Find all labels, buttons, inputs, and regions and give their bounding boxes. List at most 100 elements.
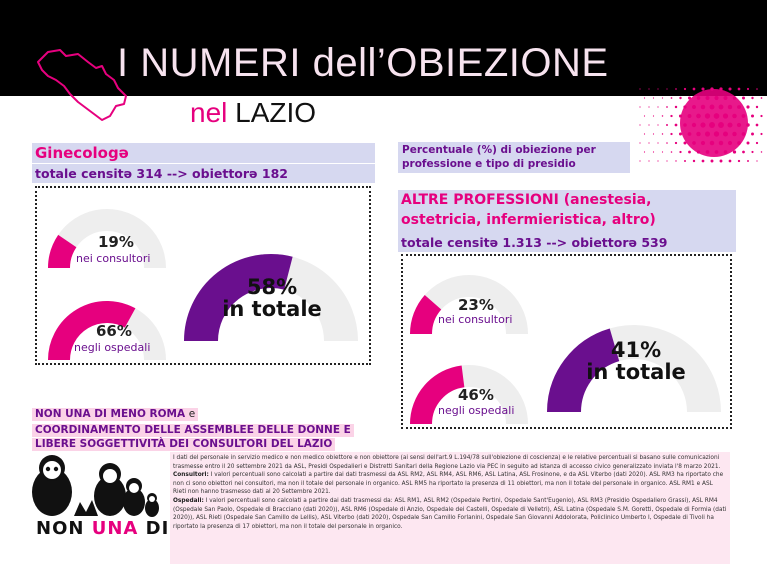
halftone-dots-decoration	[639, 87, 763, 163]
halftone-dot	[760, 132, 763, 136]
halftone-dot	[661, 151, 664, 153]
halftone-dot	[643, 133, 646, 135]
halftone-dot	[670, 151, 673, 153]
halftone-dot	[639, 142, 641, 144]
other-chart-box	[401, 254, 732, 429]
halftone-dot	[674, 141, 678, 145]
halftone-dot	[760, 97, 763, 99]
other-gauge-consultori	[410, 275, 528, 335]
other-totale-percent: 41%	[610, 338, 662, 362]
logo-word-una: UNA	[91, 518, 139, 539]
gyn-ospedali-label: negli ospedali	[74, 341, 151, 354]
halftone-dot	[737, 159, 741, 163]
gyn-consultori-value: 19%	[98, 233, 134, 251]
halftone-dot	[657, 142, 659, 144]
halftone-dot	[639, 88, 641, 90]
org-line1-band: NON UNA DI MENO ROMA e	[32, 408, 199, 421]
halftone-dot	[666, 160, 668, 162]
other-totale-label: in totale	[586, 360, 686, 384]
halftone-dot	[675, 160, 677, 162]
org-line1-suffix: e	[188, 408, 196, 420]
halftone-dot	[756, 88, 758, 90]
notes-consultori-text: I valori percentuali sono calcolati a pa…	[173, 472, 724, 496]
gauge-value-arc	[410, 294, 442, 335]
legend-note-line1: Percentuale (%) di obiezione per	[402, 144, 596, 156]
logo-word-non: NON	[36, 518, 85, 539]
subtitle-prefix: nel	[190, 97, 228, 128]
gauge-value-arc	[48, 301, 136, 361]
halftone-dot	[701, 159, 705, 163]
halftone-dot	[728, 87, 732, 91]
halftone-dot	[737, 87, 741, 91]
halftone-dot	[666, 106, 668, 108]
gauge-value-arc	[547, 328, 620, 413]
halftone-dot	[643, 97, 646, 99]
org-line2-band: COORDINAMENTO DELLE ASSEMBLEE DELLE DONN…	[32, 424, 354, 437]
halftone-dot	[670, 97, 673, 99]
other-gauge-totale	[547, 325, 721, 413]
halftone-dot	[648, 88, 650, 90]
header-bar	[0, 0, 767, 96]
halftone-dot	[648, 160, 650, 162]
halftone-dot	[746, 105, 750, 109]
gyn-totale-value: 58% in totale	[220, 276, 324, 320]
halftone-dot	[728, 159, 732, 163]
legend-note: Percentuale (%) di obiezione per profess…	[398, 142, 630, 173]
gyn-heading-band: Ginecologə	[32, 143, 375, 163]
halftone-dot	[674, 123, 678, 127]
notes-intro: I dati del personale in servizio medico …	[173, 455, 721, 470]
halftone-dot	[678, 132, 683, 136]
halftone-dot	[666, 124, 668, 126]
halftone-dot	[732, 150, 737, 154]
halftone-dot	[670, 132, 673, 136]
gyn-count-line: totale censitə 314 --> obiettorə 182	[35, 166, 288, 181]
notes-ospedali-text: I valori percentuali sono calcolati a pa…	[173, 497, 727, 530]
halftone-dot	[657, 88, 659, 90]
halftone-dot	[643, 151, 646, 153]
halftone-dot	[688, 150, 691, 154]
halftone-dot	[755, 141, 759, 145]
halftone-dot	[639, 124, 641, 126]
halftone-dot	[746, 141, 750, 145]
halftone-dot	[701, 87, 705, 91]
other-heading-band: ALTRE PROFESSIONI (anestesia, ostetricia…	[398, 190, 736, 234]
gauge-value-arc	[410, 365, 465, 425]
other-heading-line2: ostetricia, infermieristica, altro)	[401, 212, 656, 228]
page-subtitle: nel LAZIO	[190, 97, 316, 129]
halftone-dot	[657, 106, 659, 108]
gauge-value-arc	[48, 234, 77, 269]
halftone-dot	[652, 115, 655, 117]
halftone-dot	[648, 124, 650, 126]
halftone-dot	[661, 133, 664, 135]
halftone-dot	[666, 142, 668, 144]
halftone-dot	[751, 96, 754, 100]
org-line2: COORDINAMENTO DELLE ASSEMBLEE DELLE DONN…	[35, 424, 351, 436]
notes-ospedali: Ospedali: I valori percentuali sono calc…	[173, 497, 727, 531]
halftone-dot	[755, 123, 759, 127]
halftone-dot	[657, 124, 659, 126]
halftone-dot	[747, 160, 749, 162]
halftone-dot	[679, 150, 682, 154]
halftone-dot	[675, 88, 677, 90]
gyn-ospedali-value: 66%	[96, 322, 132, 340]
gyn-heading: Ginecologə	[35, 144, 129, 162]
halftone-dot	[710, 159, 714, 163]
other-ospedali-label: negli ospedali	[438, 404, 515, 417]
notes-consultori: Consultori: I valori percentuali sono ca…	[173, 471, 727, 497]
other-heading-line1: ALTRE PROFESSIONI (anestesia,	[401, 192, 652, 208]
halftone-dot	[741, 96, 746, 100]
page-title: I NUMERI dell’OBIEZIONE	[117, 41, 609, 85]
halftone-dot	[760, 114, 763, 118]
lazio-map-icon	[37, 49, 127, 121]
legend-note-line2: professione e tipo di presidio	[402, 158, 576, 170]
halftone-dot	[670, 114, 673, 118]
halftone-dot	[648, 142, 650, 144]
halftone-dot	[755, 105, 759, 109]
halftone-dot	[683, 87, 687, 91]
halftone-dot	[652, 151, 655, 153]
gyn-gauge-totale	[184, 254, 358, 342]
org-line3: LIBERE SOGGETTIVITÀ DEI CONSULTORI DEL L…	[35, 438, 333, 450]
halftone-dot	[750, 114, 755, 118]
halftone-dot	[692, 159, 696, 163]
halftone-dot	[684, 160, 686, 162]
